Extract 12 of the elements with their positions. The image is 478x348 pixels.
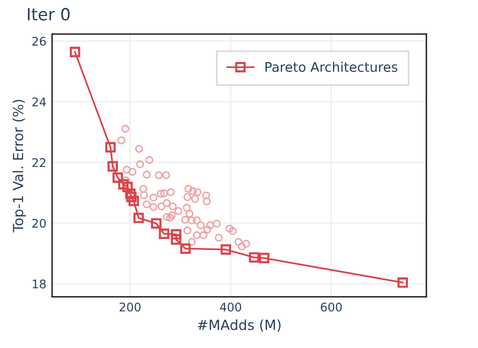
y-axis-title: Top-1 Val. Error (%) bbox=[12, 100, 26, 232]
legend-label: Pareto Architectures bbox=[266, 62, 398, 72]
x-tick-label: 400 bbox=[220, 302, 242, 312]
x-tick-label: 200 bbox=[120, 302, 141, 312]
x-tick-label: 600 bbox=[320, 302, 342, 312]
y-tick-label: 24 bbox=[32, 97, 46, 106]
y-tick-label: 26 bbox=[32, 36, 46, 46]
y-tick-label: 22 bbox=[32, 158, 46, 167]
x-axis-title: #MAdds (M) bbox=[198, 319, 281, 332]
y-tick-label: 18 bbox=[32, 280, 46, 288]
chart-title: Iter 0 bbox=[28, 8, 70, 20]
y-tick-label: 20 bbox=[32, 218, 46, 228]
